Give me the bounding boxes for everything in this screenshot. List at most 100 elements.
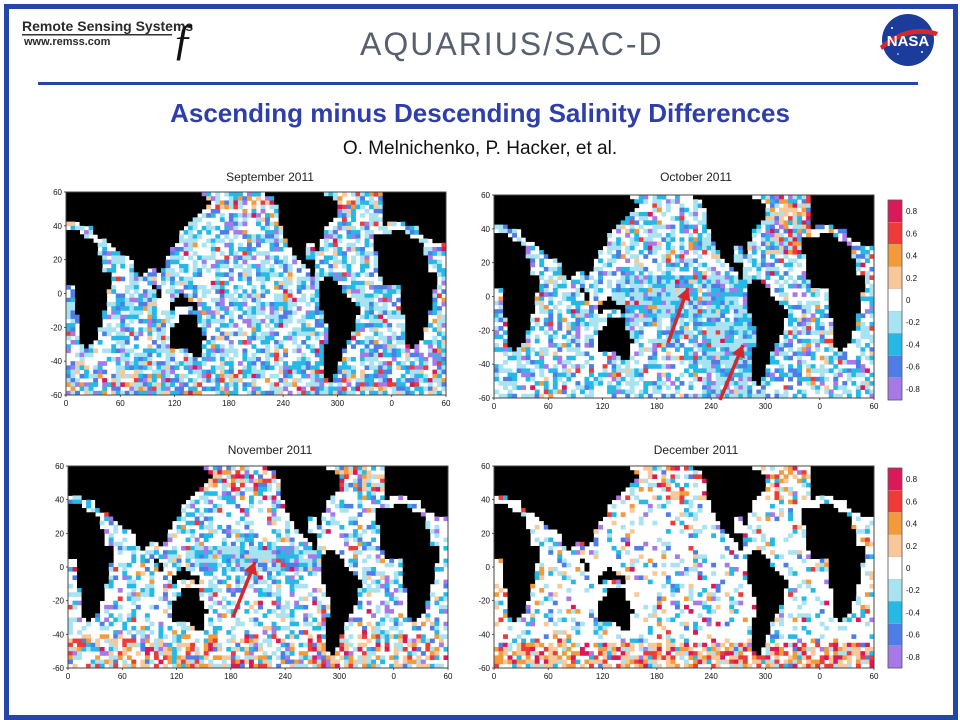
salinity-cell bbox=[373, 369, 379, 375]
land-cell bbox=[607, 207, 613, 213]
land-cell bbox=[530, 228, 536, 234]
salinity-cell bbox=[400, 382, 406, 387]
land-cell bbox=[724, 224, 730, 230]
land-cell bbox=[79, 246, 85, 252]
land-cell bbox=[97, 221, 103, 227]
salinity-cell bbox=[70, 293, 76, 299]
salinity-cell bbox=[278, 306, 284, 311]
land-cell bbox=[552, 228, 558, 234]
land-cell bbox=[66, 234, 71, 239]
salinity-cell bbox=[97, 340, 103, 345]
salinity-cell bbox=[702, 211, 708, 217]
land-cell bbox=[598, 220, 603, 226]
salinity-cell bbox=[161, 276, 166, 282]
land-cell bbox=[507, 199, 513, 204]
land-cell bbox=[197, 348, 203, 354]
salinity-cell bbox=[256, 356, 261, 362]
salinity-cell bbox=[278, 323, 284, 328]
salinity-cell bbox=[84, 348, 90, 354]
land-cell bbox=[724, 211, 730, 217]
salinity-cell bbox=[274, 314, 280, 320]
salinity-cell bbox=[684, 220, 689, 226]
land-cell bbox=[570, 224, 576, 230]
land-cell bbox=[593, 199, 599, 204]
salinity-cell bbox=[188, 293, 194, 299]
salinity-cell bbox=[161, 318, 166, 324]
land-cell bbox=[602, 216, 608, 221]
salinity-cell bbox=[151, 289, 157, 294]
land-cell bbox=[494, 258, 499, 264]
salinity-cell bbox=[179, 263, 185, 269]
land-cell bbox=[66, 230, 71, 235]
salinity-cell bbox=[337, 251, 343, 256]
salinity-cell bbox=[607, 241, 613, 247]
salinity-cell bbox=[129, 361, 135, 366]
land-cell bbox=[84, 217, 90, 223]
land-cell bbox=[423, 192, 429, 197]
salinity-cell bbox=[260, 301, 266, 307]
x-tick-label: 120 bbox=[168, 399, 182, 408]
salinity-cell bbox=[414, 365, 420, 371]
land-cell bbox=[828, 296, 834, 302]
land-cell bbox=[124, 217, 130, 223]
land-cell bbox=[441, 208, 447, 214]
land-cell bbox=[575, 266, 581, 272]
land-cell bbox=[296, 204, 302, 210]
land-cell bbox=[391, 263, 397, 269]
land-cell bbox=[864, 220, 870, 226]
land-cell bbox=[287, 208, 293, 214]
salinity-cell bbox=[305, 344, 311, 349]
land-cell bbox=[855, 304, 861, 310]
salinity-cell bbox=[314, 335, 320, 341]
land-cell bbox=[66, 192, 71, 197]
land-cell bbox=[391, 251, 397, 256]
salinity-cell bbox=[66, 310, 71, 316]
land-cell bbox=[543, 220, 549, 226]
land-cell bbox=[156, 255, 162, 261]
salinity-cell bbox=[260, 365, 266, 371]
salinity-cell bbox=[625, 271, 631, 276]
salinity-cell bbox=[161, 369, 166, 375]
land-cell bbox=[292, 251, 298, 256]
salinity-cell bbox=[432, 297, 438, 303]
salinity-cell bbox=[66, 314, 71, 320]
land-cell bbox=[84, 344, 90, 349]
land-cell bbox=[570, 216, 576, 221]
land-cell bbox=[828, 233, 834, 238]
panel-title-sep: September 2011 bbox=[226, 170, 314, 184]
salinity-cell bbox=[733, 245, 739, 251]
salinity-cell bbox=[575, 288, 581, 293]
land-cell bbox=[427, 234, 433, 239]
salinity-cell bbox=[251, 335, 257, 341]
land-cell bbox=[382, 246, 388, 252]
land-cell bbox=[534, 233, 540, 238]
salinity-cell bbox=[656, 262, 662, 268]
salinity-cell bbox=[806, 233, 812, 238]
land-cell bbox=[197, 344, 203, 349]
salinity-cell bbox=[436, 356, 442, 362]
salinity-cell bbox=[237, 369, 243, 375]
salinity-cell bbox=[129, 327, 135, 332]
salinity-cell bbox=[188, 246, 194, 252]
salinity-cell bbox=[788, 195, 793, 200]
land-cell bbox=[409, 306, 415, 311]
salinity-cell bbox=[66, 369, 71, 375]
land-cell bbox=[837, 241, 843, 247]
land-cell bbox=[88, 280, 94, 286]
land-cell bbox=[351, 314, 356, 320]
land-cell bbox=[715, 220, 721, 226]
salinity-cell bbox=[382, 369, 388, 375]
land-cell bbox=[828, 266, 834, 272]
land-cell bbox=[283, 196, 289, 201]
salinity-cell bbox=[788, 262, 793, 268]
salinity-cell bbox=[151, 310, 157, 316]
land-cell bbox=[552, 237, 558, 242]
salinity-cell bbox=[161, 378, 166, 383]
salinity-cell bbox=[801, 211, 807, 217]
header-rule bbox=[38, 82, 918, 85]
land-cell bbox=[860, 241, 866, 247]
salinity-cell bbox=[656, 288, 662, 293]
salinity-cell bbox=[815, 288, 821, 293]
land-cell bbox=[539, 220, 545, 226]
salinity-cell bbox=[405, 365, 411, 371]
